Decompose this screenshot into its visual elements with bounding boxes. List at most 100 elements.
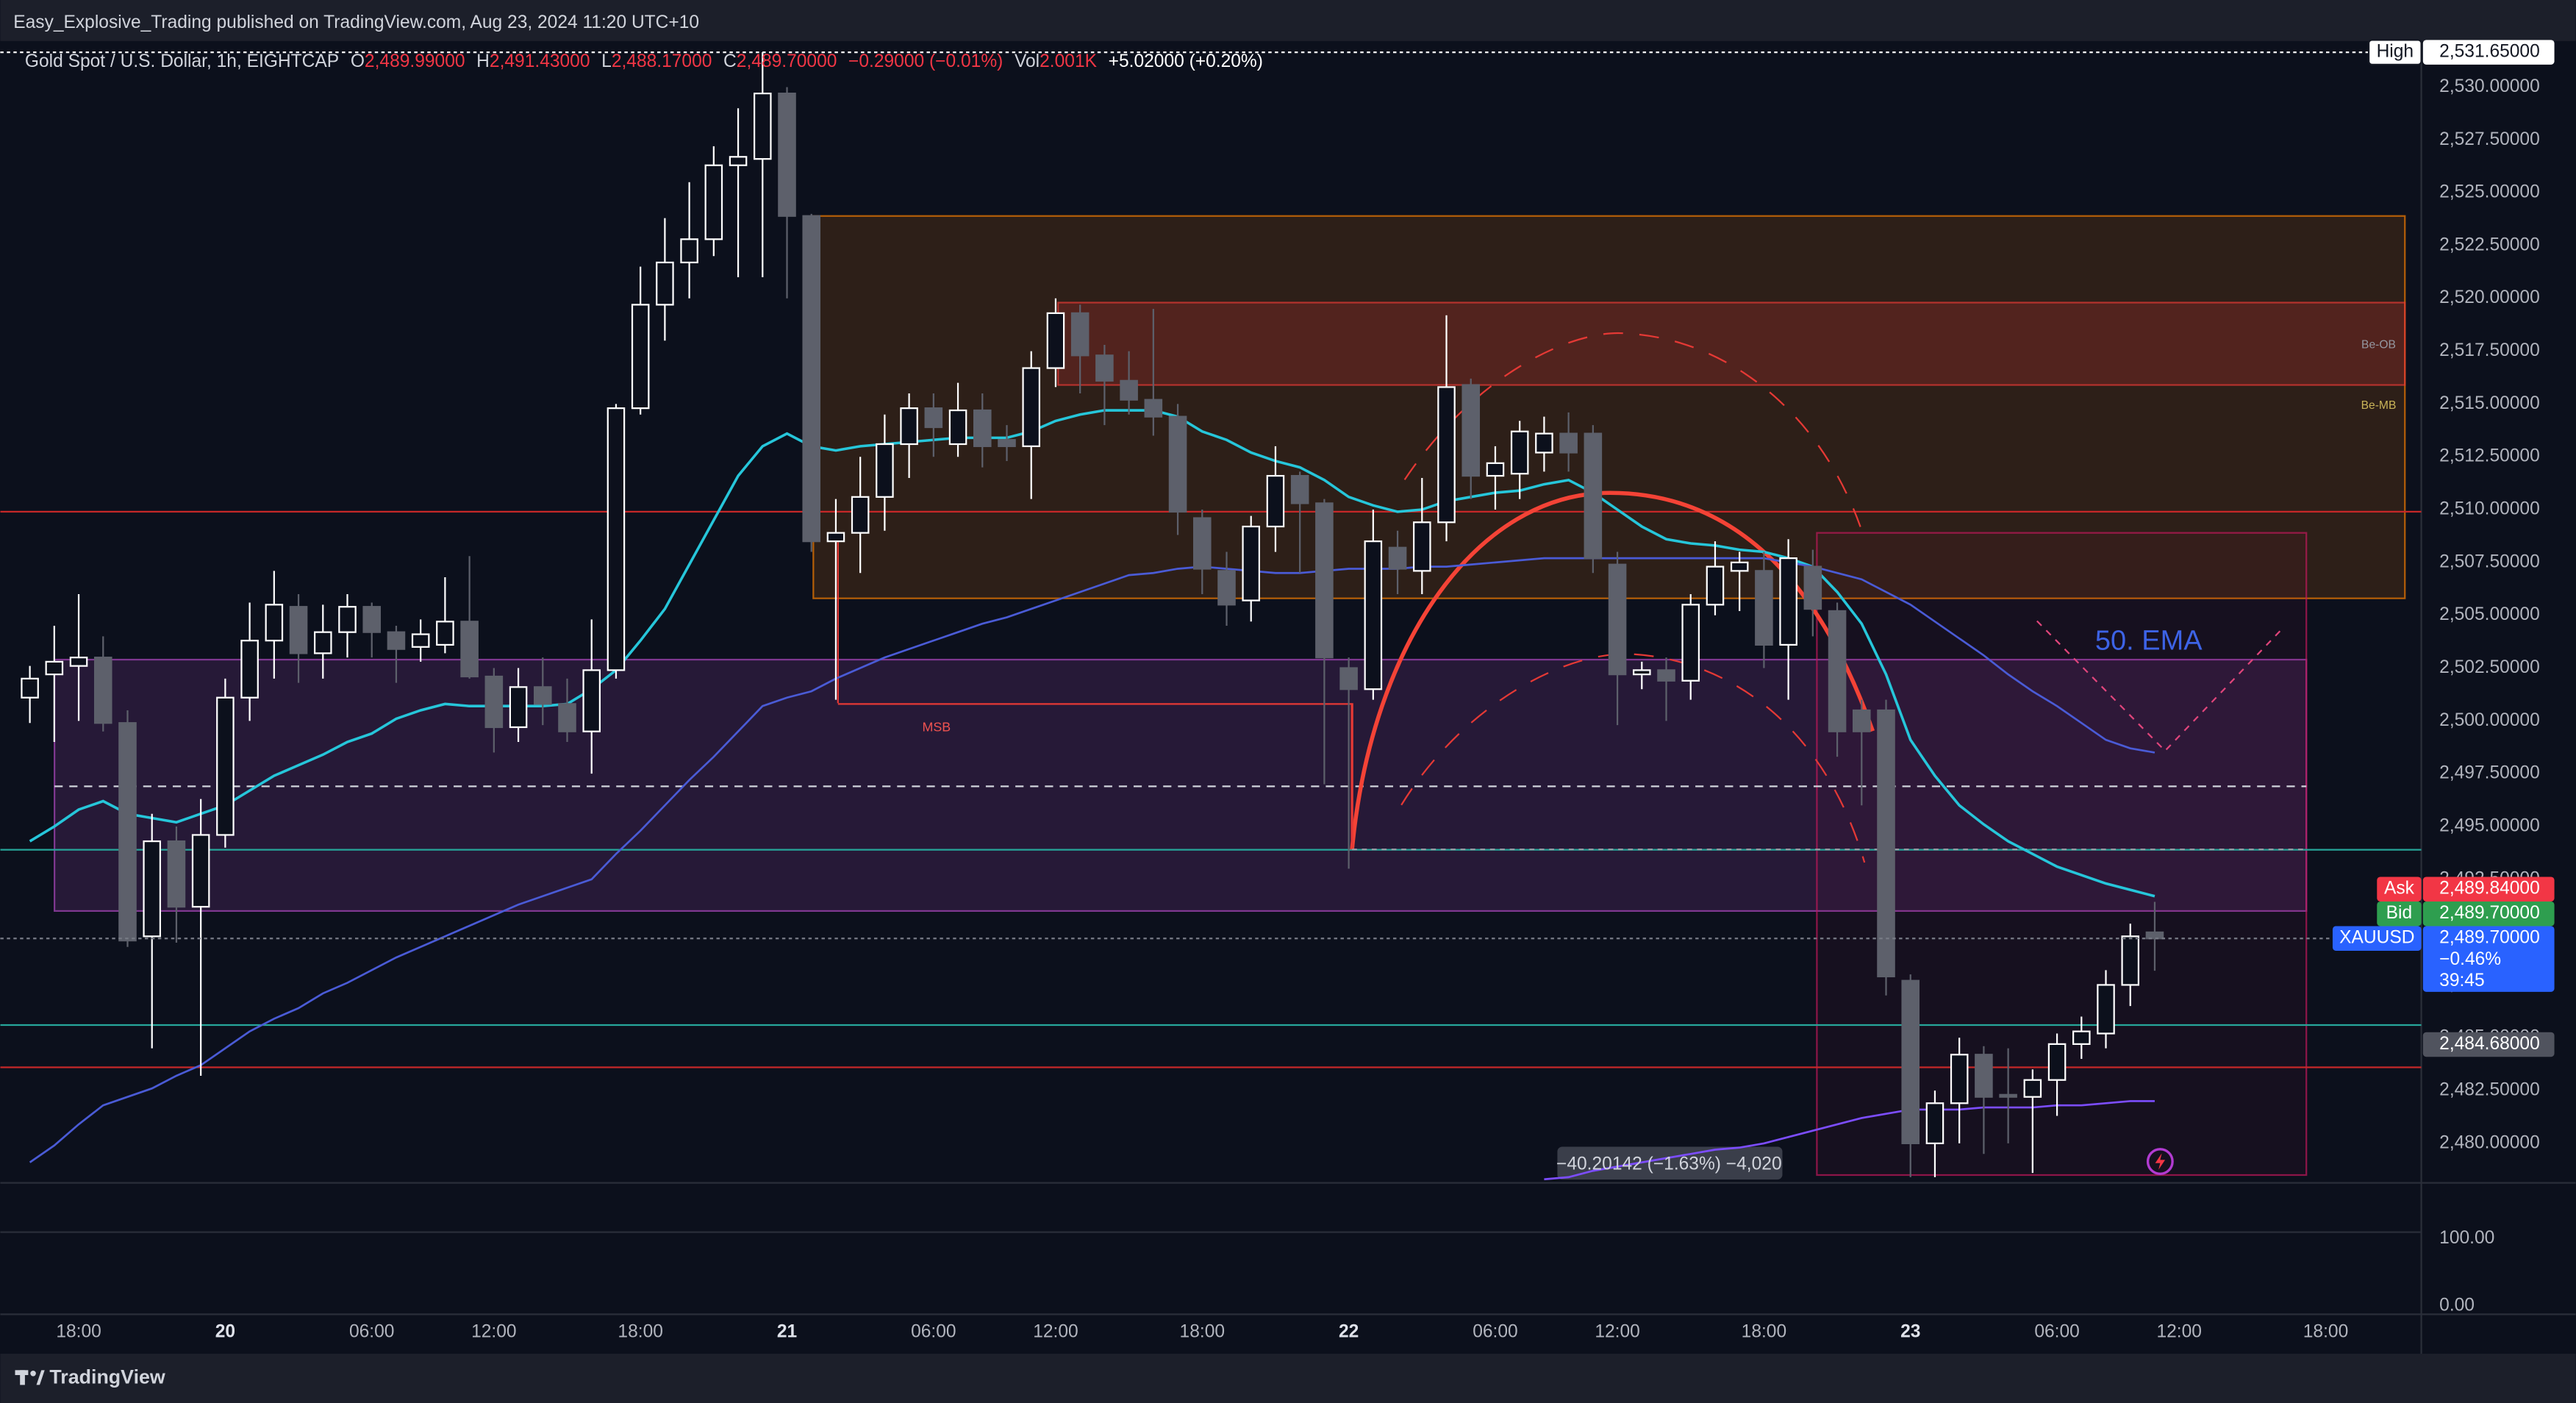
x-tick-label: 12:00 bbox=[1033, 1321, 1078, 1341]
footer-logo bbox=[15, 1370, 45, 1385]
candle-body bbox=[45, 660, 64, 676]
dashed-arc bbox=[1400, 653, 1866, 863]
candle-body bbox=[2023, 1079, 2042, 1098]
candle-body bbox=[484, 675, 504, 729]
x-tick-label: 22 bbox=[1339, 1321, 1359, 1341]
candle-body bbox=[1192, 517, 1212, 570]
candle-body bbox=[1412, 521, 1431, 572]
x-tick-label: 12:00 bbox=[2156, 1321, 2201, 1341]
candle-body bbox=[607, 407, 626, 671]
tag-box bbox=[2422, 1032, 2555, 1057]
candle-body bbox=[533, 686, 552, 705]
candle-body bbox=[460, 621, 479, 678]
candle-body bbox=[411, 633, 430, 648]
ema-line bbox=[29, 557, 2155, 1163]
zone bbox=[812, 215, 2406, 599]
candle-body bbox=[1877, 709, 1895, 978]
volume-tick-label: 100.00 bbox=[2439, 1228, 2494, 1248]
y-tick-label: 2,525.00000 bbox=[2439, 182, 2540, 202]
candle-body bbox=[240, 640, 259, 699]
price-pane bbox=[0, 52, 2422, 1181]
candle-body bbox=[338, 606, 357, 633]
candle-body bbox=[1706, 565, 1725, 606]
candle-body bbox=[1461, 384, 1481, 477]
candle-body bbox=[2097, 984, 2115, 1035]
x-tick-label: 18:00 bbox=[1742, 1321, 1786, 1341]
tag-countdown: 39:45 bbox=[2439, 971, 2484, 990]
alert-icon bbox=[2155, 1153, 2166, 1170]
x-tick-label: 18:00 bbox=[2303, 1321, 2348, 1341]
candle-body bbox=[1803, 565, 1822, 610]
ema-line bbox=[1544, 1100, 2155, 1181]
x-tick-label: 20 bbox=[215, 1321, 235, 1341]
legend-key: O bbox=[351, 51, 365, 71]
tag-value: 2,489.70000 bbox=[2439, 903, 2540, 923]
annotation: Be-OB bbox=[2361, 338, 2396, 351]
legend-extra: +5.02000 (+0.20%) bbox=[1109, 51, 1263, 71]
tag-name-box bbox=[2367, 39, 2422, 65]
candle-body bbox=[1290, 474, 1309, 504]
legend-key: C bbox=[723, 51, 737, 71]
candle-body bbox=[802, 215, 821, 543]
candle-body bbox=[1315, 502, 1334, 659]
tag-value: 2,489.84000 bbox=[2439, 879, 2540, 899]
volume-tick-label: 0.00 bbox=[2439, 1296, 2475, 1315]
candle-body bbox=[216, 696, 235, 836]
candle-body bbox=[143, 840, 162, 938]
y-tick-label: 2,505.00000 bbox=[2439, 604, 2540, 624]
tag-name-box bbox=[2377, 901, 2422, 927]
x-tick-label: 18:00 bbox=[618, 1321, 662, 1341]
candle-body bbox=[900, 407, 918, 446]
x-tick-label: 23 bbox=[1900, 1321, 1920, 1341]
candle-body bbox=[1046, 312, 1065, 369]
candle-body bbox=[1437, 386, 1456, 524]
candle-body bbox=[558, 703, 576, 732]
legend-value: 2,489.70000 bbox=[737, 51, 837, 71]
candle-body bbox=[851, 496, 870, 534]
y-tick-label: 2,480.00000 bbox=[2439, 1132, 2540, 1152]
alert-icon bbox=[2146, 1148, 2174, 1176]
y-tick-label: 2,520.00000 bbox=[2439, 288, 2540, 307]
candle-body bbox=[1950, 1054, 1969, 1104]
candle-body bbox=[1095, 354, 1114, 382]
x-tick-label: 06:00 bbox=[349, 1321, 394, 1341]
candle-body bbox=[93, 657, 112, 724]
zone bbox=[1057, 301, 2406, 386]
x-tick-label: 18:00 bbox=[1180, 1321, 1225, 1341]
x-tick-label: 06:00 bbox=[911, 1321, 956, 1341]
y-tick-label: 2,512.50000 bbox=[2439, 446, 2540, 466]
candle-body bbox=[1633, 669, 1651, 676]
x-tick-label: 06:00 bbox=[2034, 1321, 2079, 1341]
legend-key: L bbox=[601, 51, 612, 71]
y-tick-label: 2,500.00000 bbox=[2439, 710, 2540, 730]
annotation: −40.20142 (−1.63%) −4,020 bbox=[1556, 1154, 1782, 1174]
candle-body bbox=[313, 631, 332, 654]
candle-body bbox=[1266, 474, 1285, 528]
candle-body bbox=[1339, 667, 1358, 690]
candle-body bbox=[118, 722, 137, 942]
candle-body bbox=[1510, 430, 1529, 475]
candle-body bbox=[1535, 432, 1553, 454]
tag-box bbox=[2422, 877, 2555, 902]
legend-value: 2,489.99000 bbox=[365, 51, 465, 71]
publisher: Easy_Explosive_Trading published on Trad… bbox=[13, 13, 699, 32]
candle-body bbox=[1755, 570, 1773, 646]
candle-body bbox=[1681, 604, 1700, 682]
candle-body bbox=[1486, 462, 1505, 477]
x-tick-label: 06:00 bbox=[1473, 1321, 1517, 1341]
candle-body bbox=[191, 834, 210, 908]
candle-body bbox=[362, 606, 382, 633]
candle-body bbox=[1217, 570, 1236, 606]
candle-body bbox=[1925, 1102, 1944, 1145]
candle-body bbox=[1120, 379, 1138, 401]
tag-name-box bbox=[2332, 926, 2422, 951]
legend-key: Vol bbox=[1015, 51, 1040, 71]
x-tick-label: 21 bbox=[777, 1321, 797, 1341]
tag-value: 2,489.70000 bbox=[2439, 928, 2540, 948]
candle-body bbox=[924, 407, 943, 429]
candle-body bbox=[729, 156, 748, 166]
candle-body bbox=[753, 92, 772, 160]
tag-name: XAUUSD bbox=[2339, 928, 2414, 948]
